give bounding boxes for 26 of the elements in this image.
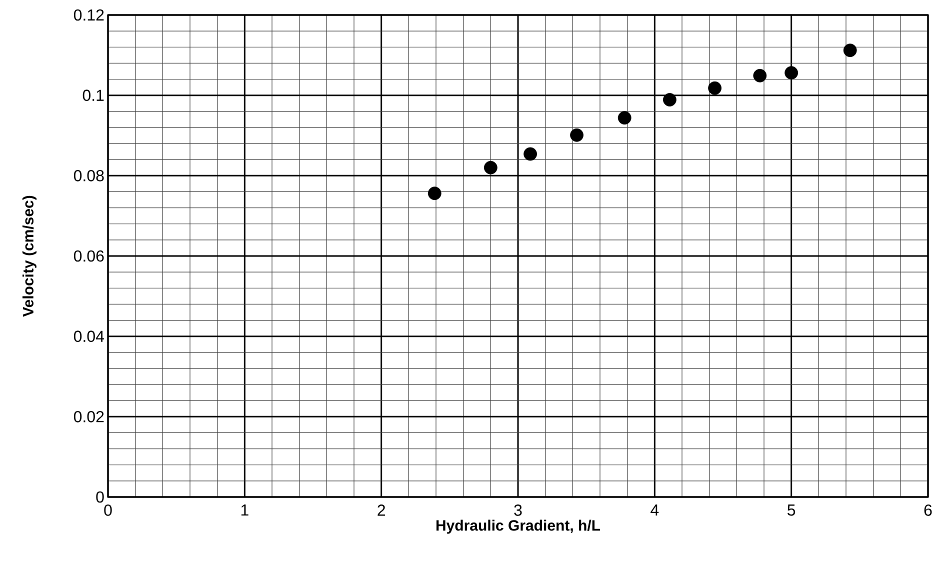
point <box>708 81 722 95</box>
point <box>663 93 676 106</box>
point <box>843 44 857 58</box>
point <box>618 111 632 125</box>
x-tick-label: 1 <box>241 504 248 516</box>
y-axis-title: Velocity (cm/sec) <box>22 196 36 317</box>
y-tick-label: 0.06 <box>74 250 104 262</box>
y-tick-label: 0.04 <box>74 330 104 342</box>
x-tick-label: 0 <box>104 504 112 516</box>
x-tick-label: 5 <box>788 504 796 516</box>
x-tick-label: 6 <box>924 504 932 516</box>
y-tick-label: 0 <box>96 491 104 503</box>
point <box>753 68 767 82</box>
x-tick-label: 2 <box>378 504 385 516</box>
x-axis-title: Hydraulic Gradient, h/L <box>436 520 600 534</box>
y-tick-label: 0.1 <box>82 90 104 101</box>
point <box>484 160 498 174</box>
point <box>570 128 584 142</box>
point <box>784 66 798 80</box>
y-tick-label: 0.08 <box>74 170 104 182</box>
y-tick-label: 0.12 <box>74 9 104 21</box>
y-tick-label: 0.02 <box>74 411 104 422</box>
point <box>524 147 538 161</box>
point <box>428 186 442 200</box>
x-tick-label: 3 <box>514 504 522 516</box>
x-tick-label: 4 <box>650 504 659 516</box>
